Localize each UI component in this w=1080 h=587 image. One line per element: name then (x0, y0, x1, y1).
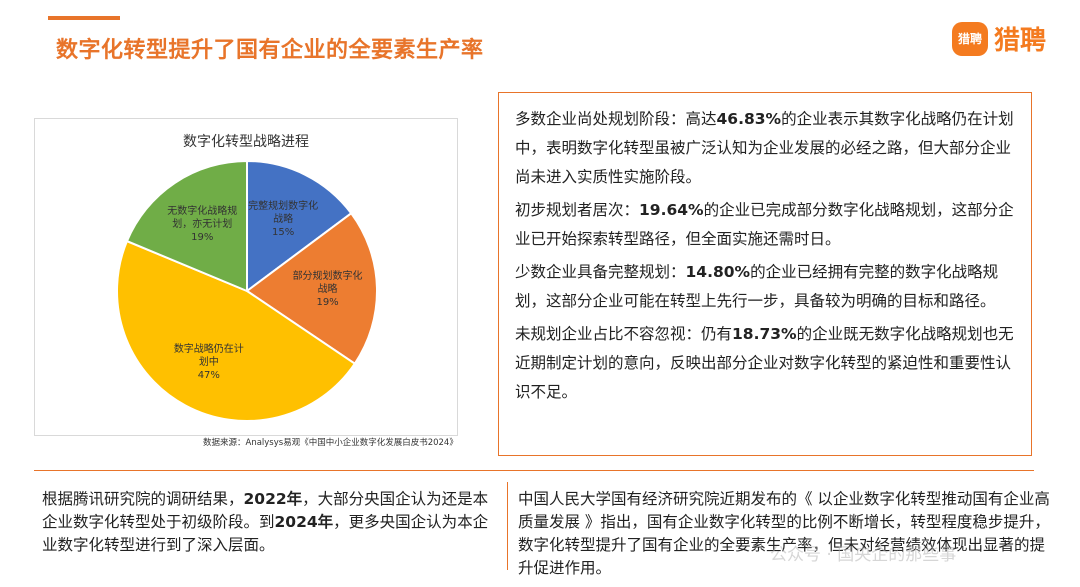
liepin-logo: 猎聘 猎聘 (951, 20, 1046, 57)
section-divider (34, 470, 1034, 471)
pie-slice-1 (245, 211, 378, 366)
pie-label-0: 完整规划数字化战略 15% (248, 199, 318, 238)
pie-label-2: 数字战略仍在计划中 47% (174, 342, 244, 381)
pie-slice-3 (125, 159, 248, 293)
finding-partial: 初步规划者居次：19.64%的企业已完成部分数字化战略规划，这部分企业已开始探索… (515, 201, 1014, 248)
pie-slice-2 (116, 239, 357, 422)
pie-label-3: 无数字化战略规划，亦无计划 19% (167, 204, 237, 243)
pie-label-1: 部分规划数字化战略 19% (293, 269, 363, 308)
chart-title: 数字化转型战略进程 (183, 134, 309, 150)
pie-chart-panel: 数字化转型战略进程 完整规划数字化战略 15% 部分规划数字化战略 19% 数字战略仍在… (34, 118, 458, 436)
logo-text: 猎聘 (993, 26, 1046, 56)
tencent-research-note: 根据腾讯研究院的调研结果，2022年，大部分央国企认为还是本企业数字化转型处于初… (42, 490, 489, 554)
finding-complete: 少数企业具备完整规划：14.80%的企业已经拥有完整的数字化战略规划，这部分企业… (515, 263, 999, 310)
pie-slice-0 (246, 159, 353, 293)
pie-chart: 完整规划数字化战略 15% 部分规划数字化战略 19% 数字战略仍在计划中 47% 无数字化… (116, 159, 378, 422)
finding-none: 未规划企业占比不容忽视：仍有18.73%的企业既无数字化战略规划也无近期制定计划… (515, 325, 1014, 401)
watermark: 公众号 · 国央企的那些事 (770, 545, 957, 565)
page-title: 数字化转型提升了国有企业的全要素生产率 (56, 38, 484, 63)
data-source-note: 数据来源：Analysys易观《中国中小企业数字化发展白皮书2024》 (203, 438, 458, 448)
title-accent-bar (48, 16, 120, 20)
ruc-research-note: 中国人民大学国有经济研究院近期发布的《 以企业数字化转型推动国有企业高质量发展 … (518, 490, 1050, 577)
column-divider (507, 482, 508, 570)
finding-planning: 多数企业尚处规划阶段：高达46.83%的企业表示其数字化战略仍在计划中，表明数字… (515, 110, 1014, 186)
findings-panel: 多数企业尚处规划阶段：高达46.83%的企业表示其数字化战略仍在计划中，表明数字… (498, 92, 1032, 456)
logo-mark: 猎聘 (951, 21, 988, 56)
